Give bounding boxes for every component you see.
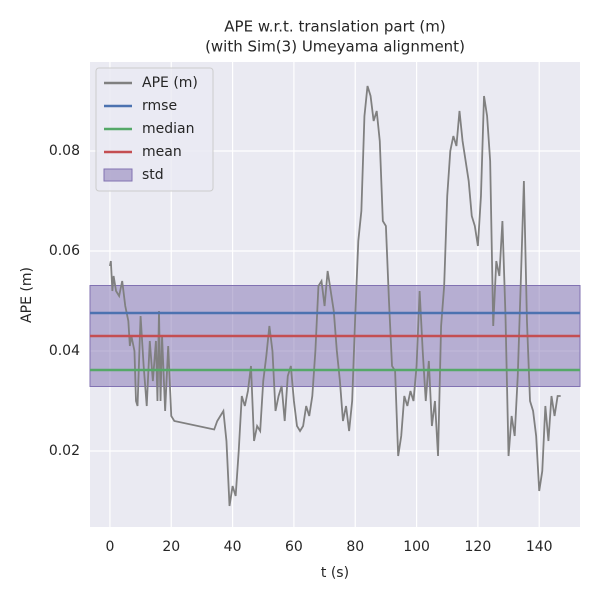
x-axis-label: t (s): [321, 565, 349, 581]
legend-label: std: [142, 167, 164, 183]
legend-swatch: [103, 168, 133, 182]
ape-line: [109, 85, 561, 507]
legend-label: rmse: [142, 98, 177, 114]
y-tick-label: 0.08: [49, 143, 80, 159]
legend-label: median: [142, 121, 194, 137]
x-tick-label: 20: [162, 539, 180, 555]
legend-box: [95, 67, 214, 192]
x-tick-label: 60: [285, 539, 303, 555]
legend-label: mean: [142, 144, 182, 160]
chart-title: APE w.r.t. translation part (m): [224, 18, 445, 36]
y-axis-label: APE (m): [19, 267, 35, 323]
x-tick-label: 40: [224, 539, 242, 555]
x-tick-label: 80: [346, 539, 364, 555]
y-tick-label: 0.02: [49, 443, 80, 459]
x-tick-label: 120: [465, 539, 492, 555]
legend-label: APE (m): [142, 75, 198, 91]
y-tick-label: 0.06: [49, 243, 80, 259]
x-tick-label: 140: [526, 539, 553, 555]
chart-subtitle: (with Sim(3) Umeyama alignment): [205, 38, 465, 56]
x-tick-label: 100: [403, 539, 430, 555]
x-tick-label: 0: [105, 539, 114, 555]
y-tick-label: 0.04: [49, 343, 80, 359]
